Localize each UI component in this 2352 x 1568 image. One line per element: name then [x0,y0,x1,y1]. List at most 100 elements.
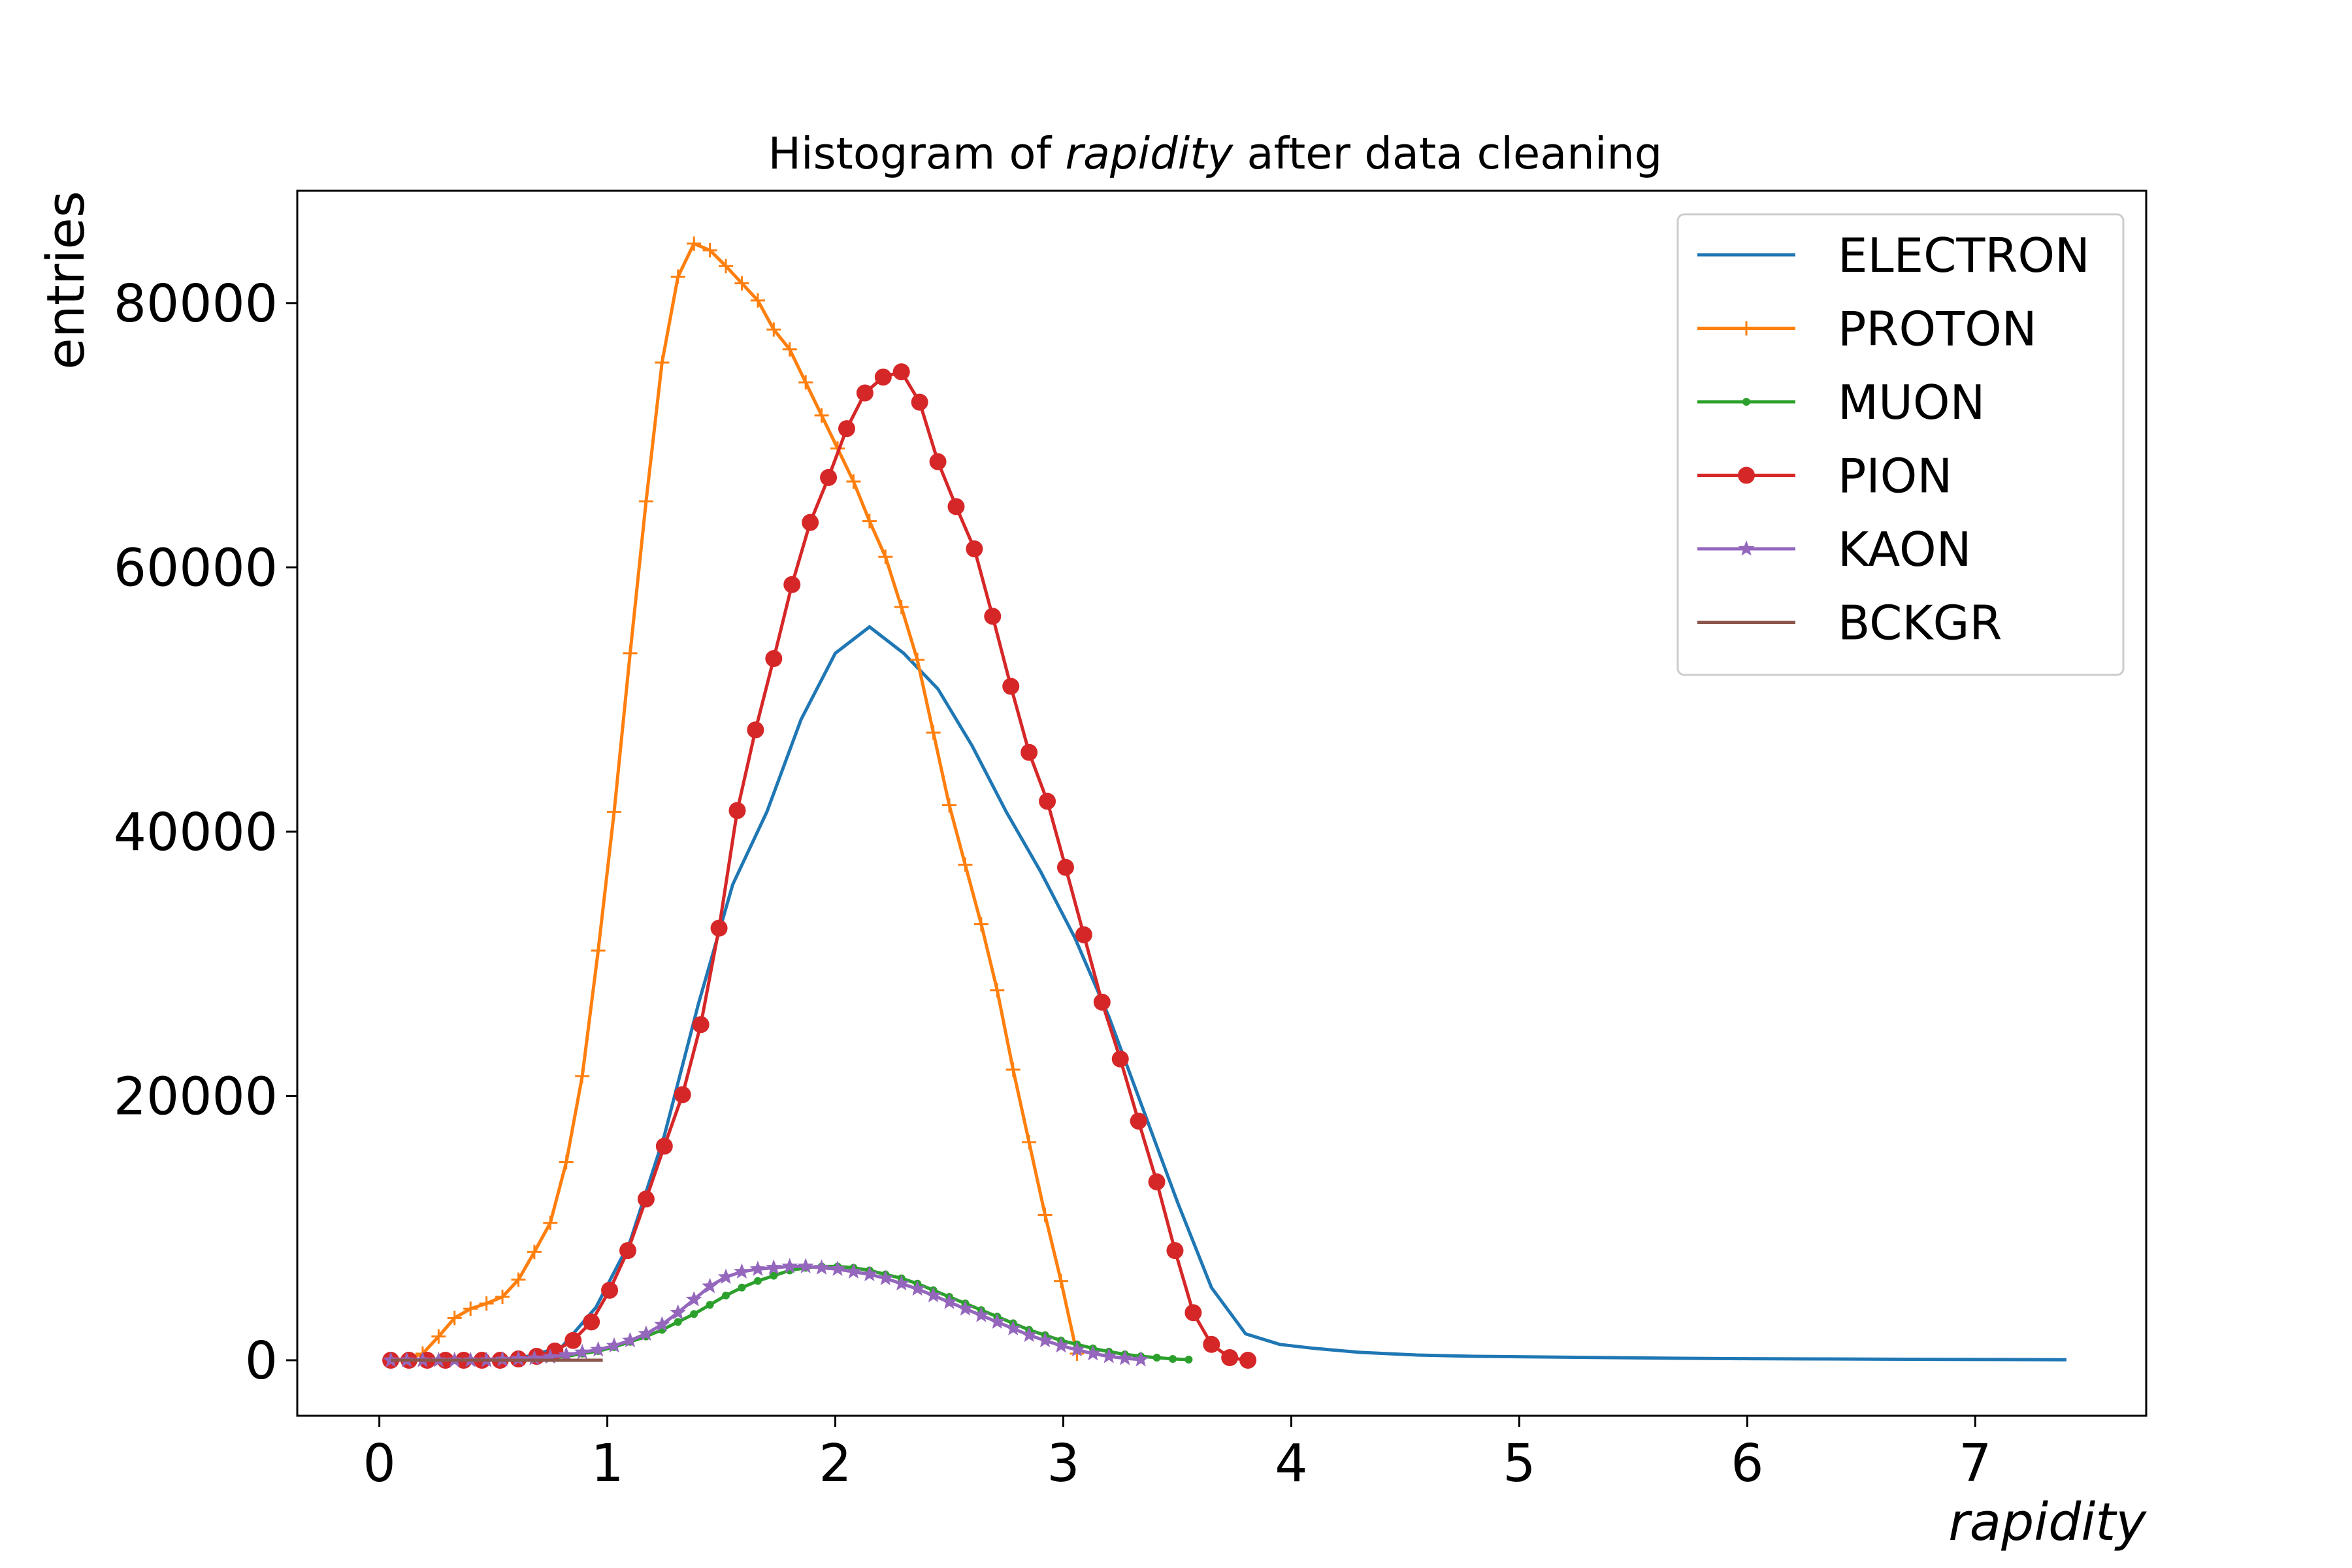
y-tick-label: 80000 [114,274,278,334]
data-point-pion [1039,792,1056,810]
x-tick-label: 0 [363,1433,395,1494]
data-point-kaon [685,1291,702,1307]
x-tick-label: 5 [1503,1433,1535,1494]
data-point-kaon [558,1347,575,1362]
data-point-muon [770,1271,778,1280]
data-point-proton [990,983,1005,998]
data-point-pion [564,1331,582,1349]
data-point-pion [637,1190,655,1208]
data-point-kaon [1005,1320,1022,1335]
data-point-proton [750,293,765,308]
data-point-kaon [877,1269,894,1286]
data-point-proton [463,1301,478,1316]
legend-label-kaon: KAON [1838,522,1971,577]
data-point-muon [738,1283,746,1292]
data-point-kaon [988,1313,1005,1329]
data-point-pion [710,919,728,937]
data-point-kaon [1053,1337,1070,1353]
legend-marker-pion [1738,466,1755,484]
data-point-proton [958,857,973,872]
y-tick-label: 40000 [114,802,278,862]
legend-marker-kaon [1738,540,1755,556]
x-tick-label: 2 [819,1433,851,1494]
legend-item-electron: ELECTRON [1697,228,2090,283]
legend: ELECTRON PROTON MUON PION KAON BCKGR [1676,213,2125,676]
data-point-kaon [749,1260,766,1276]
data-point-muon [1168,1355,1177,1364]
data-point-pion [1221,1349,1239,1367]
x-tick-label: 6 [1731,1433,1763,1494]
data-point-pion [874,368,892,386]
data-point-pion [820,468,838,486]
data-point-pion [783,576,801,593]
legend-label-bckgr: BCKGR [1838,596,2002,651]
data-point-kaon [702,1277,718,1294]
series-layer [382,236,2066,1369]
data-point-kaon [590,1341,606,1357]
data-point-kaon [813,1259,830,1275]
data-point-proton [702,243,717,258]
data-point-pion [765,650,783,668]
data-point-pion [911,393,928,411]
data-point-proton [719,259,734,274]
data-point-kaon [941,1294,958,1309]
series-line-proton [390,242,1079,1362]
data-point-proton [846,474,861,489]
data-point-kaon [1085,1345,1102,1361]
data-point-pion [929,453,947,470]
data-point-pion [984,608,1002,625]
data-point-pion [1148,1173,1166,1190]
data-point-kaon [909,1280,926,1296]
y-tick-label: 20000 [114,1067,278,1127]
data-point-proton [431,1329,446,1344]
data-point-pion [966,540,983,558]
y-axis-label: entries [36,191,96,370]
data-point-muon [690,1310,698,1318]
data-point-pion [1166,1242,1184,1260]
data-point-proton [527,1245,542,1260]
x-axis-label: rapidity [1948,1492,2147,1552]
legend-label-electron: ELECTRON [1838,228,2090,283]
data-point-proton [1037,1207,1053,1222]
data-point-kaon [829,1260,846,1276]
data-point-muon [674,1318,682,1326]
data-point-muon [753,1277,762,1285]
data-point-pion [1093,993,1111,1011]
data-point-kaon [382,1352,399,1367]
data-point-kaon [925,1286,941,1303]
data-point-kaon [1021,1326,1037,1343]
x-tick-label: 7 [1959,1433,1991,1494]
x-axis: 0 1 2 3 4 5 6 7 [363,1416,1991,1494]
series-pion [382,363,1257,1369]
data-point-proton [862,514,877,529]
data-point-kaon [638,1325,655,1341]
data-point-proton [591,943,606,958]
data-point-pion [1075,926,1092,943]
data-point-kaon [973,1307,990,1322]
legend-item-muon: MUON [1697,375,1985,430]
data-point-pion [947,498,965,515]
x-tick-label: 4 [1275,1433,1307,1494]
data-point-pion [1239,1352,1257,1369]
data-point-proton [638,494,653,509]
legend-item-pion: PION [1697,449,1952,504]
data-point-muon [722,1291,730,1299]
data-point-proton [1053,1273,1068,1288]
data-point-pion [1203,1335,1220,1353]
y-axis: 0 20000 40000 60000 80000 [114,274,297,1391]
data-point-proton [878,549,893,564]
data-point-pion [1111,1050,1129,1068]
x-tick-label: 3 [1047,1433,1079,1494]
data-point-proton [575,1069,590,1084]
data-point-proton [814,408,829,423]
plot-frame [296,189,2148,1417]
data-point-pion [728,802,746,819]
data-point-proton [607,804,622,819]
data-point-proton [655,355,670,370]
data-point-kaon [654,1316,670,1331]
data-point-kaon [861,1266,878,1282]
data-point-kaon [1132,1351,1149,1367]
data-point-muon [1152,1354,1161,1362]
x-tick-label: 1 [591,1433,623,1494]
